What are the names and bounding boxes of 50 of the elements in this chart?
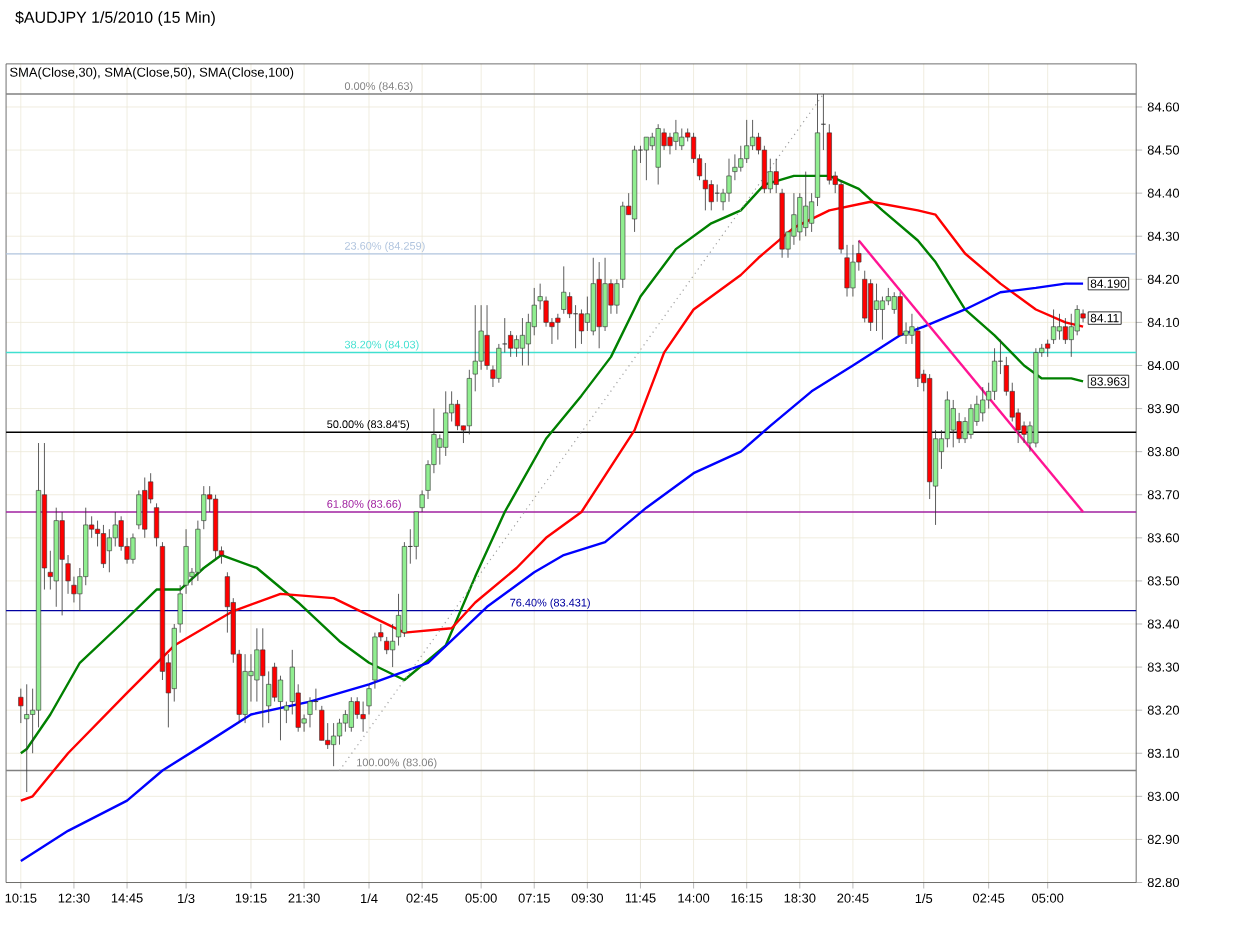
candlestick xyxy=(992,347,998,401)
candlestick xyxy=(862,270,868,323)
candlestick xyxy=(242,653,248,724)
candlestick xyxy=(897,291,903,336)
candlestick xyxy=(850,244,856,297)
candlestick xyxy=(950,399,956,448)
candlestick xyxy=(879,295,885,340)
candlestick xyxy=(201,485,207,530)
candlestick xyxy=(130,532,136,564)
candlestick xyxy=(868,278,874,332)
candlestick xyxy=(1068,313,1074,358)
candlestick xyxy=(195,519,201,582)
candlestick xyxy=(873,283,880,332)
candlestick xyxy=(803,170,809,237)
candlestick xyxy=(307,696,313,728)
candlestick xyxy=(24,683,30,793)
candlestick xyxy=(136,489,142,530)
candlestick xyxy=(514,334,520,358)
candlestick xyxy=(142,476,148,539)
line-series xyxy=(19,282,1085,862)
candlestick xyxy=(602,257,608,332)
candlestick xyxy=(348,696,354,732)
candlestick xyxy=(555,313,561,340)
candlestick xyxy=(519,317,525,366)
candlestick xyxy=(714,183,720,202)
candlestick xyxy=(968,403,974,439)
candlestick xyxy=(443,390,449,457)
candlestick xyxy=(726,158,732,202)
candlestick xyxy=(561,265,567,314)
candlestick xyxy=(596,261,602,349)
candlestick xyxy=(454,399,461,431)
candlestick xyxy=(1051,308,1057,345)
candlestick xyxy=(673,119,679,151)
candlestick xyxy=(100,524,106,569)
candlestick xyxy=(791,192,797,246)
candlestick xyxy=(1056,313,1063,340)
candlestick xyxy=(655,123,661,185)
candlestick xyxy=(331,722,337,767)
candlestick xyxy=(980,386,986,422)
candlestick xyxy=(679,127,685,151)
candlestick xyxy=(1062,317,1068,345)
candlestick xyxy=(744,119,750,164)
candlestick xyxy=(260,627,266,728)
candlestick xyxy=(572,304,579,349)
candlestick xyxy=(313,688,319,711)
candlestick xyxy=(702,162,708,211)
candlestick xyxy=(319,705,325,741)
candlestick xyxy=(59,511,65,616)
candlestick xyxy=(643,136,649,181)
candlestick xyxy=(154,502,160,547)
